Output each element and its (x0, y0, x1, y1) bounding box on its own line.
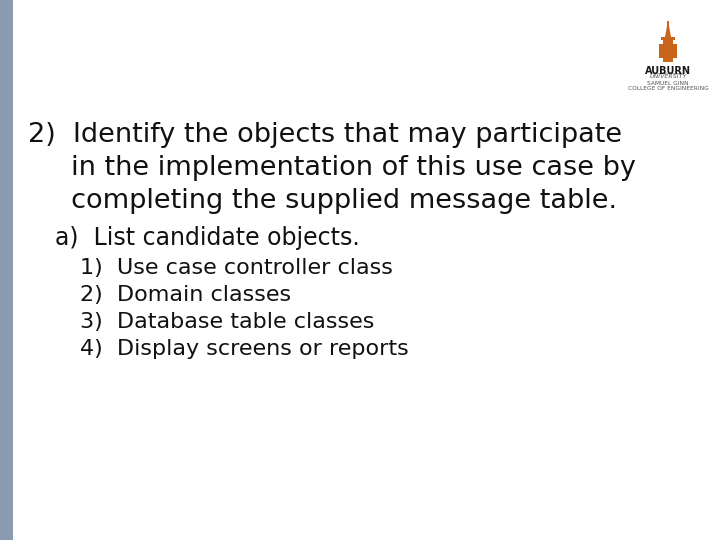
Text: 3)  Database table classes: 3) Database table classes (80, 312, 374, 332)
Text: 2)  Identify the objects that may participate: 2) Identify the objects that may partici… (28, 122, 622, 148)
Bar (667, 21, 669, 26)
Bar (663, 40, 673, 62)
Text: COLLEGE OF ENGINEERING: COLLEGE OF ENGINEERING (628, 86, 708, 91)
Text: SAMUEL GINN: SAMUEL GINN (647, 81, 689, 86)
Text: completing the supplied message table.: completing the supplied message table. (28, 188, 617, 214)
Text: AUBURN: AUBURN (645, 66, 691, 76)
Polygon shape (665, 26, 671, 37)
Bar (673, 44, 677, 58)
Bar (659, 44, 663, 58)
Text: in the implementation of this use case by: in the implementation of this use case b… (28, 155, 636, 181)
Text: UNIVERSITY: UNIVERSITY (649, 74, 687, 79)
Text: 2)  Domain classes: 2) Domain classes (80, 285, 291, 305)
Text: 1)  Use case controller class: 1) Use case controller class (80, 258, 393, 278)
Text: 4)  Display screens or reports: 4) Display screens or reports (80, 339, 409, 359)
Bar (0, 0, 13, 540)
Bar (661, 37, 675, 40)
Text: a)  List candidate objects.: a) List candidate objects. (40, 226, 360, 250)
